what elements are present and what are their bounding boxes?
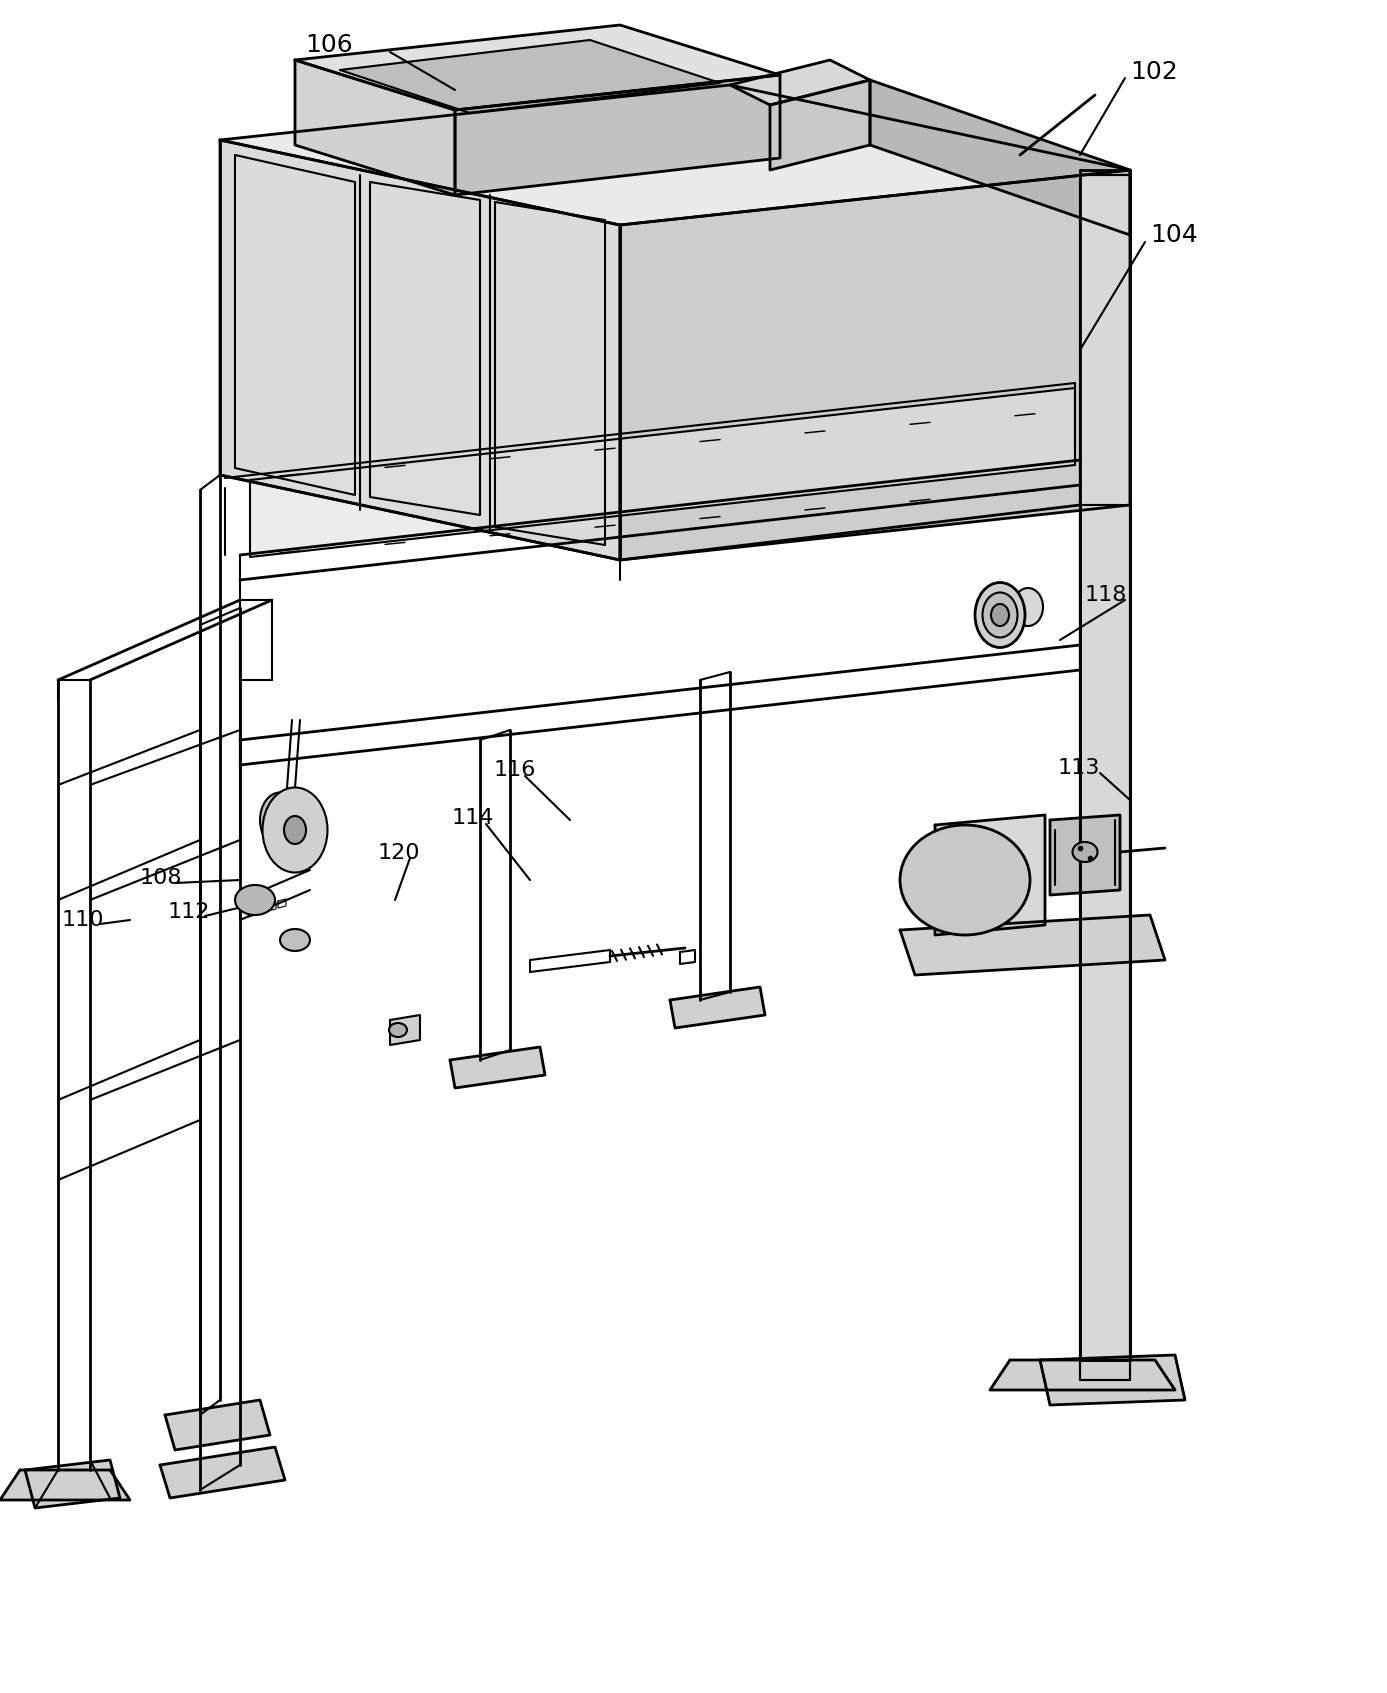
Polygon shape bbox=[455, 74, 779, 195]
Ellipse shape bbox=[1072, 841, 1097, 862]
Polygon shape bbox=[620, 169, 1130, 560]
Polygon shape bbox=[1080, 174, 1130, 1380]
Ellipse shape bbox=[975, 582, 1025, 647]
Polygon shape bbox=[1040, 1354, 1184, 1405]
Ellipse shape bbox=[234, 885, 275, 914]
Ellipse shape bbox=[262, 787, 327, 872]
Text: 102: 102 bbox=[1130, 59, 1178, 85]
Polygon shape bbox=[160, 1448, 284, 1498]
Polygon shape bbox=[990, 1359, 1175, 1390]
Polygon shape bbox=[449, 1046, 545, 1089]
Text: 114: 114 bbox=[452, 808, 494, 828]
Polygon shape bbox=[25, 1459, 121, 1508]
Text: 120: 120 bbox=[379, 843, 420, 863]
Polygon shape bbox=[250, 388, 1075, 557]
Polygon shape bbox=[0, 1470, 130, 1500]
Text: 106: 106 bbox=[305, 32, 352, 58]
Polygon shape bbox=[221, 141, 620, 560]
Text: 112: 112 bbox=[168, 902, 211, 923]
Polygon shape bbox=[770, 80, 870, 169]
Ellipse shape bbox=[284, 816, 307, 845]
Polygon shape bbox=[900, 914, 1165, 975]
Text: 110: 110 bbox=[62, 911, 104, 929]
Polygon shape bbox=[390, 1016, 420, 1045]
Text: 113: 113 bbox=[1058, 758, 1100, 779]
Ellipse shape bbox=[388, 1023, 406, 1038]
Ellipse shape bbox=[982, 593, 1018, 638]
Text: 104: 104 bbox=[1150, 223, 1198, 247]
Ellipse shape bbox=[990, 604, 1008, 626]
Text: 108: 108 bbox=[140, 869, 183, 889]
Polygon shape bbox=[935, 814, 1044, 935]
Polygon shape bbox=[1050, 814, 1119, 896]
Text: 118: 118 bbox=[1085, 586, 1128, 604]
Polygon shape bbox=[221, 85, 1130, 225]
Polygon shape bbox=[730, 59, 870, 105]
Polygon shape bbox=[295, 59, 455, 195]
Ellipse shape bbox=[900, 824, 1031, 935]
Ellipse shape bbox=[1013, 587, 1043, 626]
Polygon shape bbox=[165, 1400, 270, 1449]
Polygon shape bbox=[340, 41, 720, 113]
Text: 116: 116 bbox=[494, 760, 537, 780]
Polygon shape bbox=[295, 25, 779, 110]
Polygon shape bbox=[1080, 174, 1130, 1380]
Ellipse shape bbox=[259, 792, 300, 848]
Ellipse shape bbox=[280, 929, 311, 951]
Polygon shape bbox=[670, 987, 766, 1028]
Polygon shape bbox=[870, 80, 1130, 235]
